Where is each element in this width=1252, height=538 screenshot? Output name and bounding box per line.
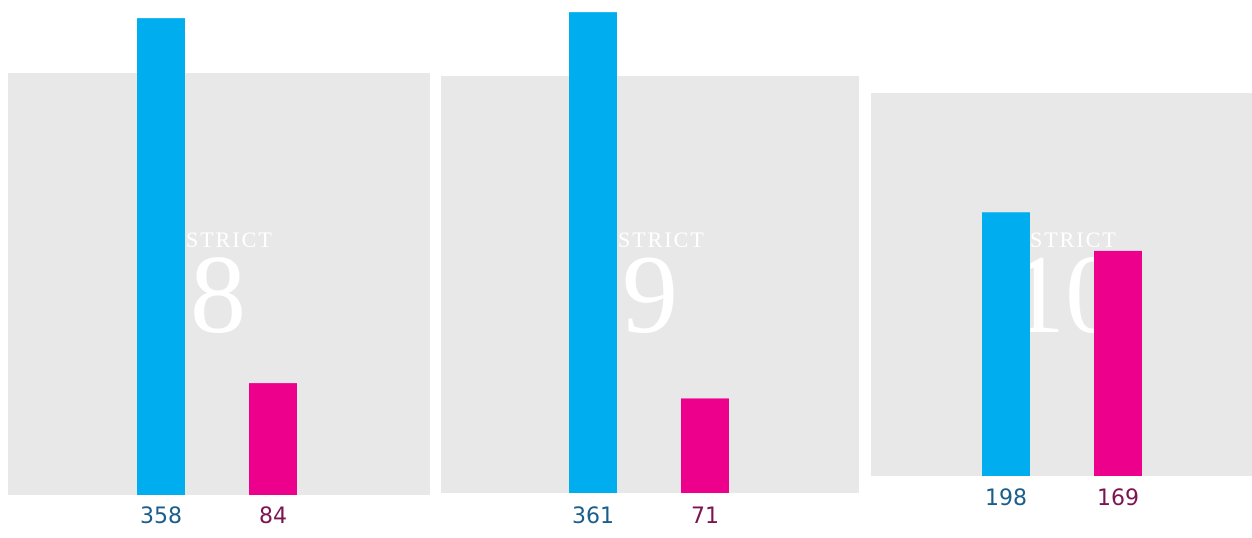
bar <box>569 12 617 493</box>
district-title: STRICT <box>1030 227 1118 252</box>
bar <box>982 212 1030 476</box>
bar <box>681 398 729 493</box>
value-label: 84 <box>259 504 287 529</box>
district-title: STRICT <box>618 227 706 252</box>
value-label: 358 <box>140 504 182 529</box>
value-label: 198 <box>985 486 1027 511</box>
value-label: 71 <box>691 504 719 529</box>
panel <box>871 93 1252 476</box>
value-label: 361 <box>572 504 614 529</box>
panel <box>441 76 859 493</box>
bar <box>249 383 297 495</box>
panel <box>8 73 430 495</box>
bar <box>1094 250 1142 476</box>
value-label: 169 <box>1097 486 1139 511</box>
district-number: 9 <box>622 233 678 357</box>
bar <box>137 18 185 495</box>
district-title: STRICT <box>186 227 274 252</box>
district-number: 8 <box>190 233 246 357</box>
